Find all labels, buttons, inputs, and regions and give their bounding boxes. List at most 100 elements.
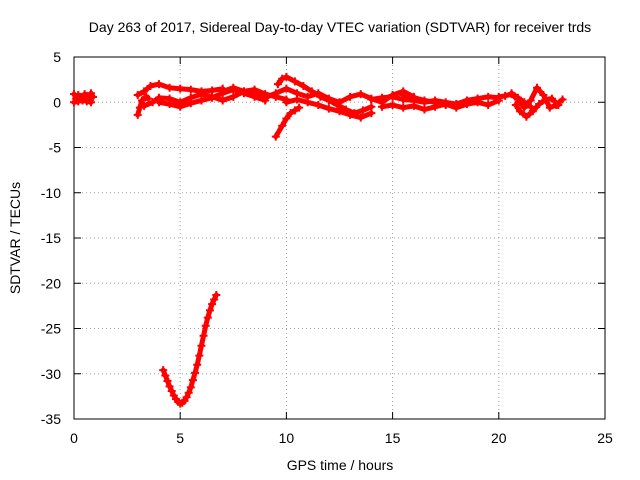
data-point [356, 113, 365, 122]
data-point [86, 98, 95, 107]
data-point [186, 85, 195, 94]
y-axis-label: SDTVAR / TECUs [7, 182, 23, 294]
data-point [286, 109, 295, 118]
data-point [293, 95, 302, 104]
data-point [522, 112, 531, 121]
data-point [182, 393, 191, 402]
data-point [314, 100, 323, 109]
y-tick-label: -20 [41, 275, 61, 291]
data-point [218, 96, 227, 105]
data-point [399, 103, 408, 112]
y-tick-label: -30 [41, 366, 61, 382]
y-tick-label: 5 [53, 49, 61, 65]
data-point [295, 103, 304, 112]
x-tick-label: 10 [279, 430, 295, 446]
data-point [146, 81, 155, 90]
data-point [199, 331, 208, 340]
x-tick-label: 0 [70, 430, 78, 446]
y-tick-label: -35 [41, 411, 61, 427]
data-point [420, 105, 429, 114]
data-point [229, 83, 238, 92]
data-point [239, 87, 248, 96]
data-point [452, 100, 461, 109]
data-point [507, 89, 516, 98]
x-tick-label: 25 [597, 430, 613, 446]
data-point [299, 81, 308, 90]
data-point [358, 106, 367, 115]
data-point [273, 80, 282, 89]
axis-tick-labels: 0 5 10 15 20 25 5 0 -5 -10 -15 -20 -25 -30 -35 [41, 49, 613, 446]
data-point [516, 107, 525, 116]
data-point [388, 92, 397, 101]
data-point [144, 94, 153, 103]
y-tick-label: -10 [41, 185, 61, 201]
data-point [290, 77, 299, 86]
data-point [346, 92, 355, 101]
data-point [261, 93, 270, 102]
data-point [201, 321, 210, 330]
data-point [307, 87, 316, 96]
data-point [545, 103, 554, 112]
data-point [388, 100, 397, 109]
data-point [133, 91, 142, 100]
data-point [513, 93, 522, 102]
series-trace [509, 90, 534, 110]
data-point [203, 313, 212, 322]
data-point [473, 94, 482, 103]
data-point [137, 96, 146, 105]
data-point [290, 106, 299, 115]
data-point [377, 93, 386, 102]
data-point [484, 92, 493, 101]
data-point [188, 376, 197, 385]
y-tick-label: -25 [41, 321, 61, 337]
data-point [526, 102, 535, 111]
data-point [409, 101, 418, 110]
data-point [250, 91, 259, 100]
data-point [377, 102, 386, 111]
data-point [89, 92, 98, 101]
data-point [278, 121, 287, 130]
x-tick-label: 5 [176, 430, 184, 446]
data-point [484, 100, 493, 109]
series-trace [135, 81, 226, 98]
data-point [212, 291, 221, 300]
data-point [356, 90, 365, 99]
data-point [282, 84, 291, 93]
data-point [195, 351, 204, 360]
data-point [520, 98, 529, 107]
data-point [282, 114, 291, 123]
data-point [165, 100, 174, 109]
data-point [431, 98, 440, 107]
data-point [186, 383, 195, 392]
data-point [554, 100, 563, 109]
data-point [324, 104, 333, 113]
data-point [558, 95, 567, 104]
data-point [303, 98, 312, 107]
data-point [316, 92, 325, 101]
data-point [399, 91, 408, 100]
data-point [278, 74, 287, 83]
data-point [133, 110, 142, 119]
data-point [346, 110, 355, 119]
data-point [441, 100, 450, 109]
x-axis-label: GPS time / hours [287, 457, 394, 473]
data-point [409, 93, 418, 102]
data-point [271, 89, 280, 98]
data-point [184, 388, 193, 397]
data-point [161, 371, 170, 380]
data-point [335, 107, 344, 116]
data-point [193, 360, 202, 369]
data-point [163, 376, 172, 385]
data-point [140, 87, 149, 96]
data-series-trds [70, 72, 567, 408]
data-point [333, 100, 342, 109]
data-point [282, 72, 291, 81]
data-point [324, 96, 333, 105]
data-point [159, 366, 168, 375]
data-point [218, 87, 227, 96]
data-point [210, 295, 219, 304]
data-point [511, 100, 520, 109]
data-point [367, 95, 376, 104]
